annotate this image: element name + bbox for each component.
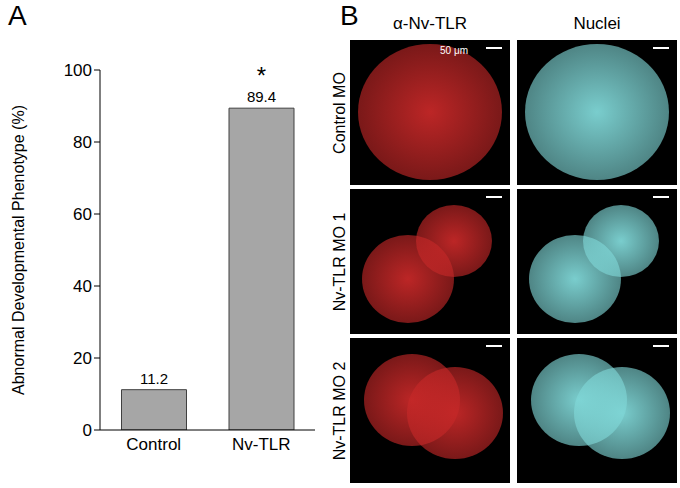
html-text:A: A — [8, 0, 27, 31]
svg-text:50 μm: 50 μm — [440, 45, 468, 56]
svg-text:Abnormal Developmental Phenoty: Abnormal Developmental Phenotype (%) — [10, 105, 27, 395]
svg-text:11.2: 11.2 — [140, 370, 168, 387]
svg-text:89.4: 89.4 — [247, 88, 276, 105]
svg-text:0: 0 — [83, 421, 92, 440]
html-text:α-Nv-TLR: α-Nv-TLR — [393, 14, 467, 33]
svg-text:60: 60 — [73, 205, 92, 224]
svg-text:80: 80 — [73, 133, 92, 152]
html-text:B: B — [340, 0, 359, 31]
svg-text:*: * — [257, 62, 266, 89]
svg-text:Control: Control — [126, 435, 181, 454]
html-text:Nv-TLR MO 2: Nv-TLR MO 2 — [331, 361, 348, 460]
html-text:Nv-TLR MO 1: Nv-TLR MO 1 — [331, 212, 348, 311]
html-text:Nuclei: Nuclei — [573, 14, 621, 33]
svg-text:100: 100 — [64, 61, 92, 80]
svg-text:Nv-TLR: Nv-TLR — [232, 435, 291, 454]
svg-text:20: 20 — [73, 349, 92, 368]
html-text:Control MO: Control MO — [331, 71, 348, 154]
svg-text:40: 40 — [73, 277, 92, 296]
